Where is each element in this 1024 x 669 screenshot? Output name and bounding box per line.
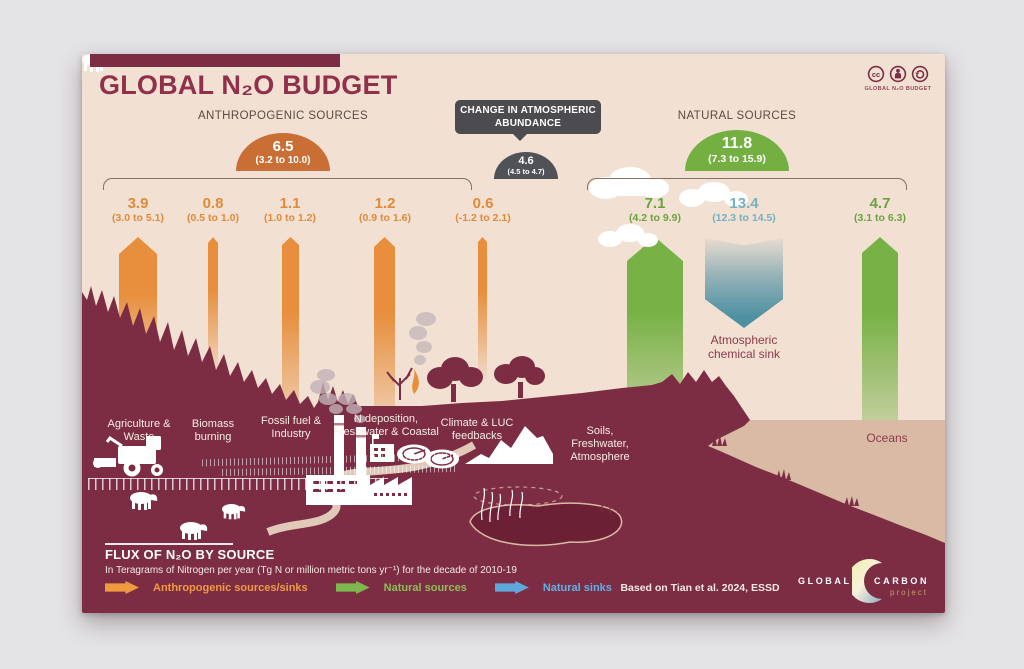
atmospheric-abundance-range: (4.5 to 4.7) — [507, 167, 545, 176]
cc-by-icon — [889, 65, 907, 83]
tractor-icon — [93, 435, 163, 477]
cc-icon: cc — [867, 65, 885, 83]
legend-label-natural-sources: Natural sources — [383, 581, 467, 594]
grass-tuft — [712, 435, 859, 506]
natural-bracket — [587, 178, 907, 190]
tree-icon — [427, 356, 545, 402]
global-carbon-project-logo: GLOBAL CARBON project — [798, 559, 942, 607]
top-accent-bar — [90, 54, 340, 67]
footer-divider — [105, 543, 233, 545]
label-biomass-burning: Biomass burning — [191, 418, 235, 443]
flux-by-source-title: FLUX OF N₂O BY SOURCE — [105, 547, 275, 562]
arrow-biomass-burning — [208, 237, 218, 387]
logo-word-project: project — [890, 588, 929, 597]
label-atmospheric-chemical-sink: Atmospheric chemical sink — [707, 333, 781, 361]
path-loop — [473, 486, 563, 506]
reeds-icon — [480, 487, 524, 523]
natural-total-value: 11.8 — [721, 135, 753, 152]
natural-sources-header: NATURAL SOURCES — [677, 110, 797, 122]
flux-value-chemical-sink: 13.4 (12.3 to 14.5) — [712, 195, 776, 225]
cloud-icon — [589, 167, 669, 199]
legend-arrow-natural-sinks-icon — [494, 581, 529, 594]
page-title: GLOBAL N₂O BUDGET — [99, 70, 398, 100]
cloud-icon — [598, 224, 658, 247]
mountain-icon — [465, 426, 553, 464]
anthropogenic-total-value: 6.5 — [272, 138, 294, 155]
flux-value-climate-luc: 0.6 (-1.2 to 2.1) — [455, 195, 511, 225]
arrow-n-deposition — [374, 237, 395, 457]
anthropogenic-bracket — [103, 178, 472, 190]
reeds-dark-icon — [601, 489, 621, 515]
fence — [88, 478, 388, 490]
anthropogenic-total-range: (3.2 to 10.0) — [255, 155, 311, 166]
atmospheric-abundance-semicircle: 4.6 (4.5 to 4.7) — [494, 152, 558, 179]
infographic-poster: GLOBAL N₂O BUDGET cc GLOBAL N₂O BUDGET A… — [82, 54, 945, 613]
anthropogenic-total-semicircle: 6.5 (3.2 to 10.0) — [236, 133, 330, 171]
license-caption: GLOBAL N₂O BUDGET — [864, 86, 932, 92]
label-climate-luc: Climate & LUC feedbacks — [440, 417, 514, 442]
legend-label-natural-sinks: Natural sinks — [542, 581, 612, 594]
pond — [469, 502, 623, 547]
cloud-icon — [679, 182, 748, 207]
change-in-atmospheric-abundance-callout: CHANGE IN ATMOSPHERIC ABUNDANCE — [455, 100, 601, 141]
crescent-icon — [852, 559, 882, 603]
logo-word-global: GLOBAL — [798, 576, 852, 586]
cc-sa-icon — [911, 65, 929, 83]
flux-value-agriculture: 3.9 (3.0 to 5.1) — [112, 195, 164, 225]
flux-value-ndeposition: 1.2 (0.9 to 1.6) — [359, 195, 411, 225]
label-oceans: Oceans — [866, 431, 908, 445]
svg-text:cc: cc — [872, 70, 880, 79]
flame-icon — [412, 369, 419, 394]
license-badge: cc GLOBAL N₂O BUDGET — [855, 65, 941, 92]
burning-bush-icon — [386, 312, 436, 400]
citation: Based on Tian et al. 2024, ESSD — [620, 582, 780, 594]
legend-arrow-natural-sources-icon — [335, 581, 370, 594]
label-soils-freshwater-atmosphere: Soils, Freshwater, Atmosphere — [570, 425, 630, 463]
natural-total-range: (7.3 to 15.9) — [708, 153, 766, 165]
label-fossil-fuel: Fossil fuel & Industry — [261, 415, 321, 440]
natural-total-semicircle: 11.8 (7.3 to 15.9) — [685, 130, 789, 171]
legend-label-anthropogenic: Anthropogenic sources/sinks — [153, 581, 308, 594]
legend-arrow-anthropogenic-icon — [105, 581, 139, 594]
legend: Anthropogenic sources/sinks Natural sour… — [105, 581, 626, 594]
smoke — [409, 312, 436, 365]
arrow-climate-luc — [478, 237, 487, 392]
anthropogenic-sources-header: ANTHROPOGENIC SOURCES — [197, 110, 369, 122]
smoke — [310, 369, 366, 423]
clouds — [589, 167, 748, 247]
flux-value-fossil: 1.1 (1.0 to 1.2) — [264, 195, 316, 225]
flux-value-oceans: 4.7 (3.1 to 6.3) — [854, 195, 906, 225]
logo-word-carbon: CARBON — [874, 576, 930, 586]
label-n-deposition: N deposition, Freshwater & Coastal — [333, 413, 439, 438]
flux-units-subtitle: In Teragrams of Nitrogen per year (Tg N … — [105, 565, 517, 576]
flux-value-biomass: 0.8 (0.5 to 1.0) — [187, 195, 239, 225]
label-agriculture-waste: Agriculture & Waste — [107, 418, 171, 443]
atmospheric-abundance-value: 4.6 — [518, 155, 534, 167]
flux-value-soils: 7.1 (4.2 to 9.9) — [629, 195, 681, 225]
